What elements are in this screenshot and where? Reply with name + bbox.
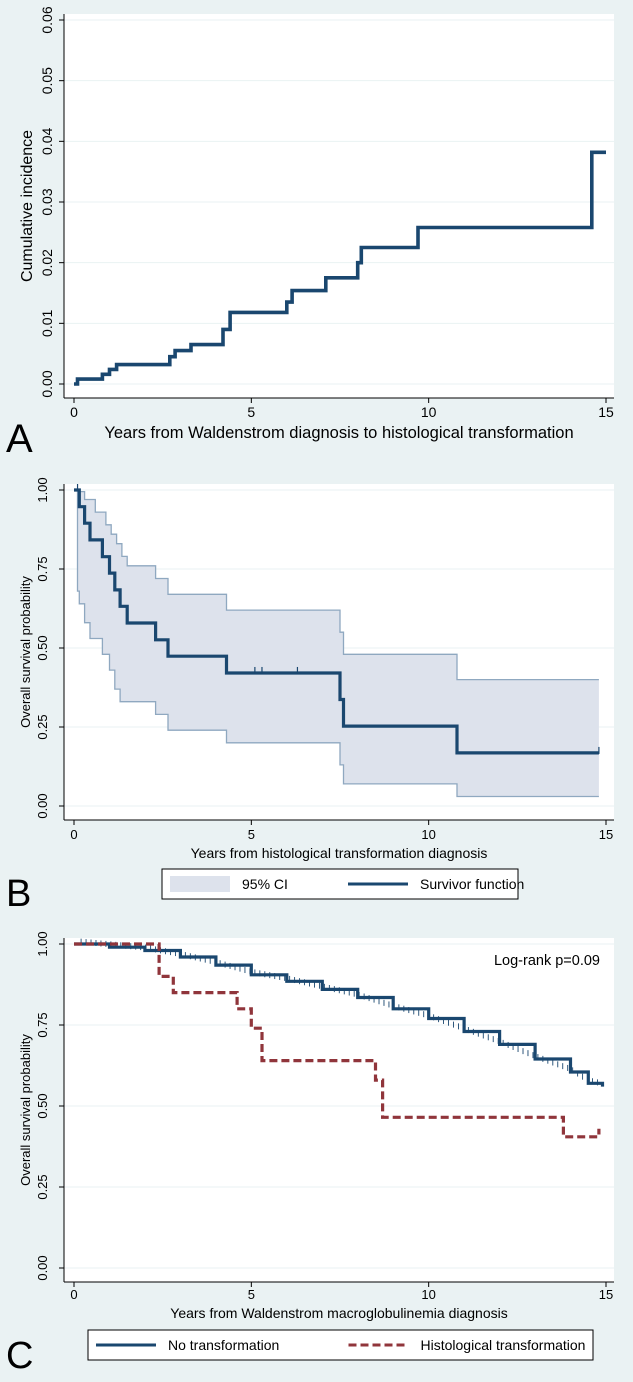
panel-letter: C (6, 1335, 33, 1377)
x-tick-label: 10 (421, 827, 435, 842)
chart-panel-a: 0.00 0.01 0.02 0.03 0.04 0.05 0.06 0 5 10 15 Years … (6, 6, 614, 461)
x-tick-label: 5 (248, 827, 255, 842)
x-tick-label: 15 (599, 827, 613, 842)
y-tick-label: 0.00 (35, 1255, 50, 1280)
x-tick-label: 10 (421, 1287, 435, 1302)
y-tick-label: 1.00 (35, 931, 50, 956)
series-line (74, 150, 606, 386)
x-axis-title: Years from histological transformation d… (191, 845, 488, 861)
y-tick-label: 0.75 (35, 556, 50, 581)
legend-label: Histological transformation (421, 1337, 586, 1353)
x-tick-label: 0 (70, 404, 78, 420)
x-axis-title: Years from Waldenstrom macroglobulinemia… (170, 1305, 507, 1321)
legend-label: 95% CI (242, 876, 288, 892)
ci-upper-line (74, 489, 599, 681)
y-tick-label: 0.02 (39, 249, 55, 276)
plot-area (64, 14, 614, 398)
legend: No transformation Histological transforma… (87, 1329, 594, 1361)
x-tick-label: 15 (598, 404, 614, 420)
x-tick-label: 5 (248, 1287, 255, 1302)
y-axis-title: Cumulative incidence (19, 130, 36, 282)
y-tick-label: 0.25 (35, 1174, 50, 1199)
y-tick-label: 0.05 (39, 67, 55, 94)
x-tick-label: 0 (70, 827, 77, 842)
panel-letter: B (6, 873, 31, 915)
x-tick-label: 10 (421, 404, 437, 420)
y-tick-label: 0.00 (39, 370, 55, 397)
y-tick-label: 0.04 (39, 127, 55, 154)
y-tick-label: 1.00 (35, 477, 50, 502)
legend-label: No transformation (168, 1337, 279, 1353)
y-tick-label: 0.50 (35, 635, 50, 660)
legend-box (87, 1329, 594, 1361)
x-tick-label: 15 (599, 1287, 613, 1302)
plot-area (64, 938, 614, 1282)
y-tick-label: 0.25 (35, 714, 50, 739)
x-tick-label: 5 (247, 404, 255, 420)
ci-lower-line (74, 489, 599, 798)
y-tick-label: 0.50 (35, 1093, 50, 1118)
legend-label: Survivor function (420, 876, 524, 892)
survival-line (74, 488, 599, 755)
legend: 95% CI Survivor function (161, 868, 524, 900)
ci-band (74, 490, 599, 797)
y-tick-label: 0.00 (35, 793, 50, 818)
y-tick-label: 0.75 (35, 1012, 50, 1037)
y-tick-label: 0.03 (39, 188, 55, 215)
chart-panel-c: 0.00 0.25 0.50 0.75 1.00 0 5 10 15 Years from Wal… (6, 931, 614, 1377)
series-line (74, 942, 601, 1139)
x-axis-title: Years from Waldenstrom diagnosis to hist… (104, 424, 573, 442)
y-tick-label: 0.06 (39, 6, 55, 33)
chart-panel-b: 0.00 0.25 0.50 0.75 1.00 0 5 10 15 Years from his… (6, 477, 614, 915)
x-tick-label: 0 (70, 1287, 77, 1302)
y-axis-title: Overall survival probability (18, 576, 33, 728)
panel-letter: A (6, 417, 33, 461)
annotation-logrank: Log-rank p=0.09 (494, 953, 600, 969)
y-tick-label: 0.01 (39, 309, 55, 336)
legend-swatch (170, 876, 230, 892)
y-axis-title: Overall survival probability (18, 1034, 33, 1186)
